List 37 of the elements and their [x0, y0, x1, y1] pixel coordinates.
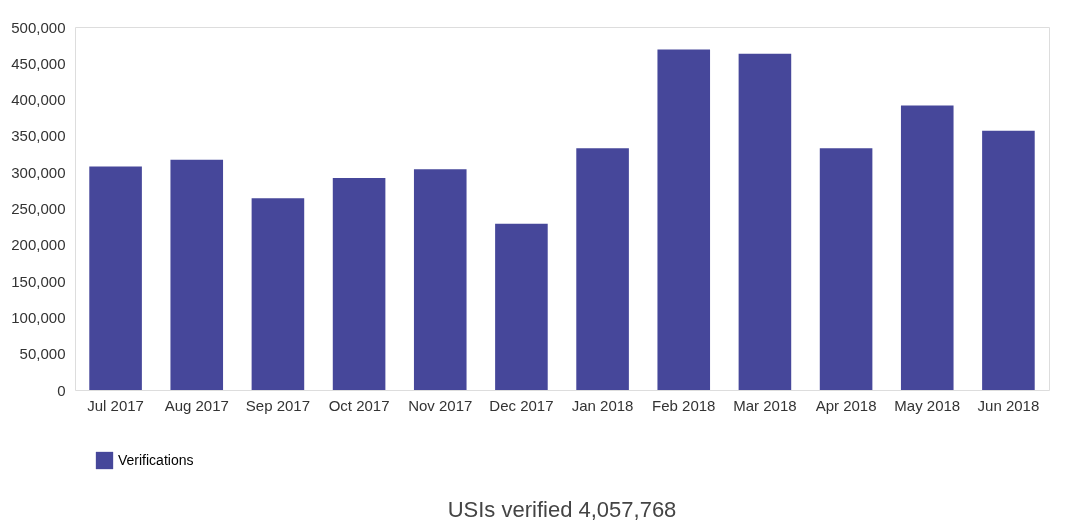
bar	[738, 53, 792, 390]
bar	[982, 130, 1035, 390]
x-tick-label: Sep 2017	[245, 396, 311, 414]
bar	[170, 159, 224, 390]
x-tick-label: Feb 2018	[652, 396, 716, 414]
x-tick-label: Dec 2017	[489, 396, 554, 414]
bar	[251, 198, 305, 390]
y-tick-label: 450,000	[11, 54, 66, 72]
x-tick-label: Aug 2017	[164, 396, 229, 414]
y-tick-label: 500,000	[11, 18, 66, 36]
y-tick-label: 300,000	[11, 163, 66, 181]
legend-label: Verifications	[118, 451, 194, 468]
text: USIs verified 4,057,768	[447, 497, 677, 522]
y-tick-label: 200,000	[11, 236, 66, 254]
x-tick-label: Jun 2018	[977, 396, 1040, 414]
bar	[413, 169, 467, 390]
x-tick-label: Apr 2018	[815, 396, 877, 414]
bar	[89, 166, 142, 390]
y-tick-label: 250,000	[11, 200, 66, 217]
x-tick-label: Oct 2017	[328, 396, 390, 414]
bar	[900, 105, 954, 390]
y-tick-label: 350,000	[11, 127, 66, 145]
bar	[657, 49, 711, 390]
bar	[576, 148, 629, 390]
bar	[332, 178, 386, 390]
x-tick-label: Jul 2017	[87, 396, 144, 414]
y-tick-label: 100,000	[11, 308, 66, 326]
x-tick-label: Nov 2017	[408, 396, 473, 414]
bar	[819, 148, 873, 390]
x-tick-label: Jan 2018	[571, 396, 634, 414]
y-tick-label: 400,000	[11, 91, 66, 109]
y-tick-label: 50,000	[19, 345, 66, 363]
y-tick-label: 150,000	[11, 272, 66, 290]
x-tick-label: Mar 2018	[733, 396, 797, 414]
y-tick-label: 0	[57, 381, 66, 399]
x-tick-label: May 2018	[894, 396, 961, 414]
bar	[495, 223, 548, 390]
